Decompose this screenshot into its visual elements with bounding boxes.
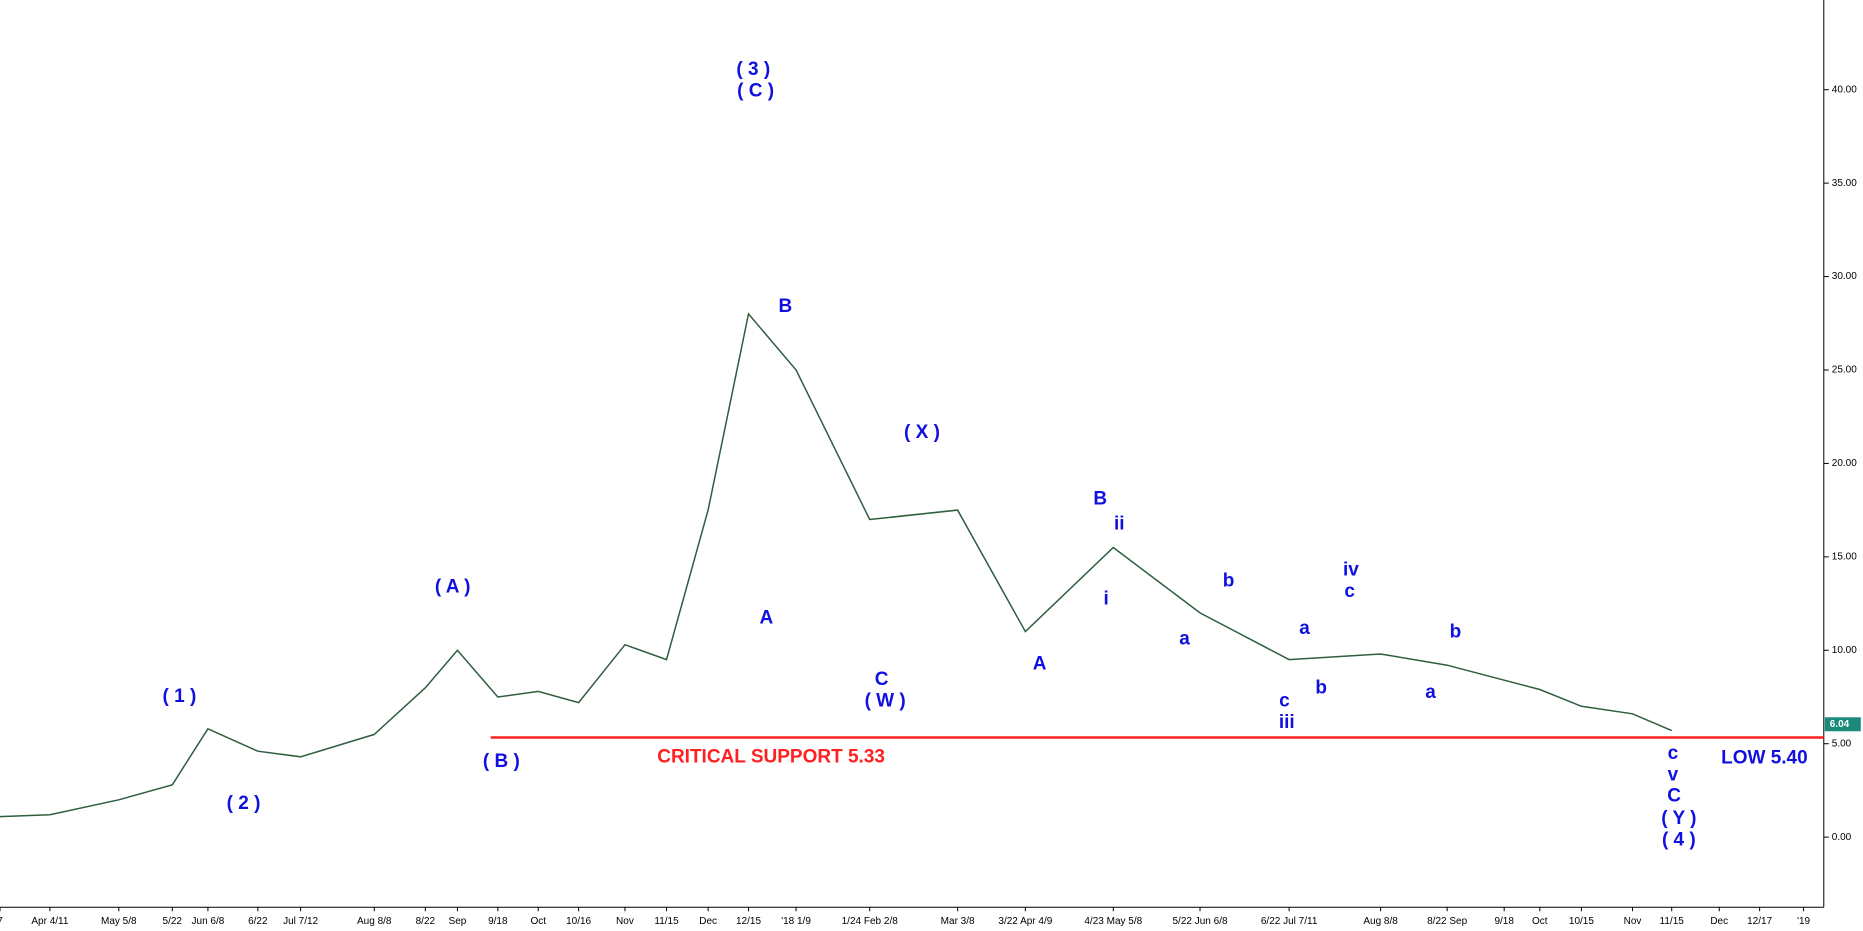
wave-label: C <box>875 669 889 690</box>
x-tick-label: 3/22 Apr 4/9 <box>998 916 1052 927</box>
x-tick-label: Jun 6/8 <box>192 916 225 927</box>
wave-label: a <box>1425 682 1436 703</box>
x-tick-label: 6/22 Jul 7/11 <box>1261 916 1318 927</box>
wave-label: ( X ) <box>904 422 940 443</box>
wave-label: LOW 5.40 <box>1721 748 1808 769</box>
x-tick-label: 9/18 <box>488 916 508 927</box>
wave-label: ii <box>1114 513 1125 534</box>
x-tick-label: 12/17 <box>1747 916 1772 927</box>
x-tick-label: 7 <box>0 916 3 927</box>
wave-label: b <box>1450 622 1462 643</box>
y-tick-label: 5.00 <box>1832 738 1852 749</box>
y-tick-label: 20.00 <box>1832 458 1857 469</box>
y-tick-label: 30.00 <box>1832 271 1857 282</box>
wave-label: C <box>1667 786 1681 807</box>
x-tick-label: Apr 4/11 <box>31 916 68 927</box>
wave-label: ( 4 ) <box>1662 830 1696 851</box>
x-tick-label: Dec <box>699 916 717 927</box>
last-price-label: 6.04 <box>1830 719 1850 730</box>
y-tick-label: 35.00 <box>1832 178 1857 189</box>
x-tick-label: Oct <box>1532 916 1548 927</box>
wave-label: c <box>1668 743 1679 764</box>
wave-label: ( W ) <box>865 691 906 712</box>
x-tick-label: Jul 7/12 <box>283 916 318 927</box>
x-tick-label: Mar 3/8 <box>941 916 975 927</box>
wave-label: iv <box>1343 560 1359 581</box>
y-tick-label: 15.00 <box>1832 551 1857 562</box>
wave-label: v <box>1668 764 1679 785</box>
wave-label: ( 3 ) <box>736 59 770 80</box>
wave-label: b <box>1223 570 1235 591</box>
x-tick-label: Dec <box>1710 916 1728 927</box>
x-tick-label: 6/22 <box>248 916 268 927</box>
x-tick-label: 1/24 Feb 2/8 <box>842 916 899 927</box>
wave-label: iii <box>1279 712 1295 733</box>
x-tick-label: 8/22 Sep <box>1427 916 1467 927</box>
x-tick-label: 10/15 <box>1569 916 1594 927</box>
x-tick-label: 5/22 <box>163 916 183 927</box>
x-tick-label: 8/22 <box>416 916 436 927</box>
x-tick-label: 5/22 Jun 6/8 <box>1172 916 1227 927</box>
x-tick-label: Nov <box>616 916 634 927</box>
wave-label: a <box>1179 629 1190 650</box>
wave-label: i <box>1104 588 1109 609</box>
x-tick-label: Nov <box>1624 916 1642 927</box>
x-tick-label: 11/15 <box>654 916 679 927</box>
x-tick-label: 12/15 <box>736 916 761 927</box>
wave-label: ( B ) <box>483 751 520 772</box>
wave-label: ( Y ) <box>1661 808 1696 829</box>
wave-label: CRITICAL SUPPORT 5.33 <box>657 746 885 767</box>
x-tick-label: Aug 8/8 <box>357 916 392 927</box>
wave-label: A <box>759 607 773 628</box>
wave-label: a <box>1299 618 1310 639</box>
x-tick-label: 11/15 <box>1660 916 1685 927</box>
wave-label: A <box>1033 654 1047 675</box>
x-tick-label: '18 1/9 <box>781 916 811 927</box>
y-tick-label: 40.00 <box>1832 84 1857 95</box>
wave-label: c <box>1344 581 1355 602</box>
y-tick-label: 25.00 <box>1832 365 1857 376</box>
y-tick-label: 10.00 <box>1832 645 1857 656</box>
wave-label: ( C ) <box>737 81 774 102</box>
x-tick-label: '19 <box>1797 916 1810 927</box>
x-tick-label: Aug 8/8 <box>1363 916 1398 927</box>
wave-label: c <box>1279 691 1290 712</box>
x-tick-label: May 5/8 <box>101 916 137 927</box>
x-tick-label: Oct <box>530 916 546 927</box>
wave-label: ( 1 ) <box>163 686 197 707</box>
last-price-tag <box>1824 717 1861 732</box>
wave-label: ( A ) <box>435 576 471 597</box>
x-tick-label: 9/18 <box>1494 916 1514 927</box>
wave-label: b <box>1315 677 1327 698</box>
wave-label: B <box>1093 488 1107 509</box>
x-tick-label: Sep <box>449 916 467 927</box>
wave-label: ( 2 ) <box>227 793 261 814</box>
y-tick-label: 0.00 <box>1832 832 1852 843</box>
wave-label: B <box>778 296 792 317</box>
x-tick-label: 10/16 <box>566 916 591 927</box>
x-tick-label: 4/23 May 5/8 <box>1084 916 1142 927</box>
price-line <box>0 312 1672 818</box>
